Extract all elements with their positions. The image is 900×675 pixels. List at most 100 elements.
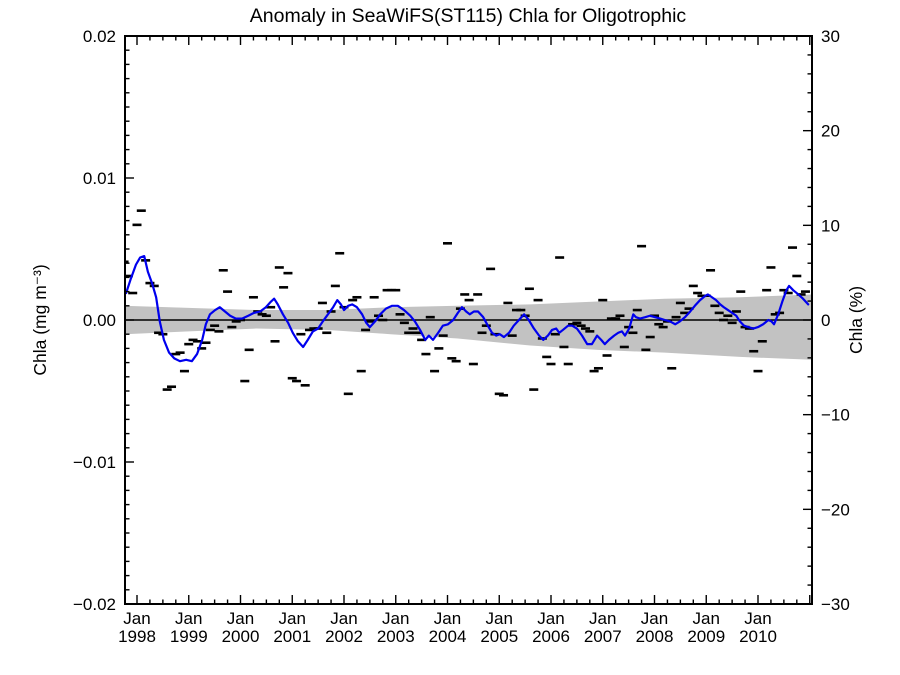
- anomaly-dash-marker: [641, 348, 651, 352]
- y2-tick-label: −20: [821, 500, 850, 519]
- x-tick-label-month: Jan: [382, 609, 409, 628]
- anomaly-dash-marker: [762, 288, 772, 292]
- anomaly-dash-marker: [632, 308, 642, 312]
- anomaly-dash-marker: [736, 290, 746, 293]
- anomaly-dash-marker: [322, 331, 332, 335]
- anomaly-dash-marker: [443, 242, 452, 245]
- anomaly-dash-marker: [796, 293, 806, 296]
- anomaly-dash-marker: [296, 332, 306, 336]
- x-tick-label-month: Jan: [744, 609, 771, 628]
- anomaly-dash-marker: [292, 379, 302, 383]
- anomaly-dash-marker: [637, 244, 647, 248]
- anomaly-dash-marker: [589, 369, 599, 373]
- chart-title: Anomaly in SeaWiFS(ST115) Chla for Oligo…: [250, 5, 687, 27]
- anomaly-dash-marker: [766, 266, 776, 269]
- x-tick-label-year: 2002: [325, 627, 363, 646]
- anomaly-dash-marker: [343, 392, 353, 396]
- anomaly-dash-marker: [210, 324, 220, 327]
- anomaly-dash-marker: [231, 320, 241, 323]
- anomaly-dash-marker: [125, 260, 129, 264]
- anomaly-dash-marker: [438, 334, 448, 337]
- anomaly-dash-marker: [783, 291, 793, 295]
- anomaly-dash-marker: [261, 314, 271, 318]
- anomaly-dash-marker: [197, 347, 207, 350]
- anomaly-dash-marker: [658, 325, 668, 329]
- anomaly-dash-marker: [645, 335, 655, 339]
- anomaly-dash-marker: [317, 301, 327, 305]
- anomaly-dash-marker: [464, 298, 474, 302]
- anomaly-dash-marker: [593, 366, 603, 370]
- anomaly-dash-marker: [749, 349, 759, 353]
- x-tick-label-year: 2009: [687, 627, 725, 646]
- x-tick-label-month: Jan: [589, 609, 616, 628]
- anomaly-dash-marker: [550, 332, 560, 336]
- y-tick-label: 0.02: [83, 27, 116, 46]
- anomaly-dash-marker: [542, 355, 552, 359]
- x-tick-label-year: 2001: [273, 627, 311, 646]
- anomaly-dash-marker: [481, 324, 491, 327]
- x-tick-label-month: Jan: [434, 609, 461, 628]
- x-tick-label-year: 2000: [222, 627, 260, 646]
- anomaly-dash-marker: [675, 301, 685, 305]
- anomaly-dash-marker: [727, 321, 737, 325]
- y-tick-label: −0.01: [73, 453, 116, 472]
- anomaly-dash-marker: [339, 305, 349, 309]
- x-tick-label-year: 2007: [584, 627, 622, 646]
- anomaly-dash-marker: [563, 362, 573, 366]
- anomaly-dash-marker: [477, 331, 487, 335]
- x-tick-label-year: 1998: [118, 627, 156, 646]
- anomaly-dash-marker: [585, 330, 595, 333]
- anomaly-dash-marker: [365, 320, 375, 323]
- anomaly-dash-marker: [447, 357, 457, 360]
- anomaly-dash-marker: [667, 366, 677, 370]
- anomaly-dash-marker: [451, 359, 461, 363]
- anomaly-dash-marker: [533, 298, 543, 302]
- anomaly-dash-marker: [731, 310, 741, 313]
- x-tick-label-year: 2005: [480, 627, 518, 646]
- left-axis-label: Chla (mg m⁻³): [30, 264, 50, 375]
- anomaly-dash-marker: [555, 256, 565, 259]
- anomaly-dash-marker: [395, 313, 405, 316]
- anomaly-dash-marker: [175, 351, 185, 354]
- anomaly-dash-marker: [598, 298, 608, 302]
- x-tick-label-month: Jan: [486, 609, 513, 628]
- anomaly-dash-marker: [378, 318, 388, 322]
- y2-tick-label: −30: [821, 595, 850, 614]
- anomaly-dash-marker: [240, 379, 250, 383]
- x-tick-label-month: Jan: [123, 609, 150, 628]
- anomaly-dash-marker: [417, 338, 427, 342]
- anomaly-dash-marker: [223, 290, 233, 293]
- anomaly-dash-marker: [473, 293, 483, 296]
- anomaly-dash-marker: [184, 342, 194, 346]
- anomaly-dash-marker: [800, 290, 810, 293]
- anomaly-dash-marker: [680, 311, 690, 315]
- anomaly-dash-marker: [218, 269, 228, 272]
- right-axis-label: Chla (%): [846, 286, 866, 354]
- anomaly-dash-marker: [192, 340, 202, 343]
- x-tick-label-month: Jan: [175, 609, 202, 628]
- anomaly-dash-marker: [572, 321, 582, 325]
- plot-area: Jan1998Jan1999Jan2000Jan2001Jan2002Jan20…: [73, 27, 850, 646]
- y2-tick-label: 20: [821, 122, 840, 141]
- anomaly-dash-marker: [236, 318, 245, 322]
- anomaly-dash-marker: [270, 340, 280, 343]
- anomaly-dash-marker: [399, 321, 409, 325]
- anomaly-dash-marker: [568, 322, 578, 326]
- anomaly-dash-marker: [494, 392, 504, 396]
- anomaly-dash-marker: [352, 295, 362, 299]
- y-tick-label: 0.01: [83, 169, 116, 188]
- anomaly-dash-marker: [149, 284, 159, 288]
- anomaly-dash-marker: [602, 354, 612, 357]
- anomaly-dash-marker: [619, 345, 629, 349]
- anomaly-dash-marker: [425, 315, 435, 319]
- anomaly-dash-marker: [154, 331, 164, 335]
- anomaly-dash-marker: [167, 385, 177, 389]
- x-tick-label-year: 2006: [532, 627, 570, 646]
- anomaly-dash-marker: [654, 322, 664, 326]
- y-tick-label: −0.02: [73, 595, 116, 614]
- anomaly-dash-marker: [421, 352, 431, 356]
- anomaly-dash-marker: [434, 347, 444, 350]
- anomaly-dash-marker: [335, 251, 345, 255]
- anomaly-dash-marker: [125, 274, 133, 278]
